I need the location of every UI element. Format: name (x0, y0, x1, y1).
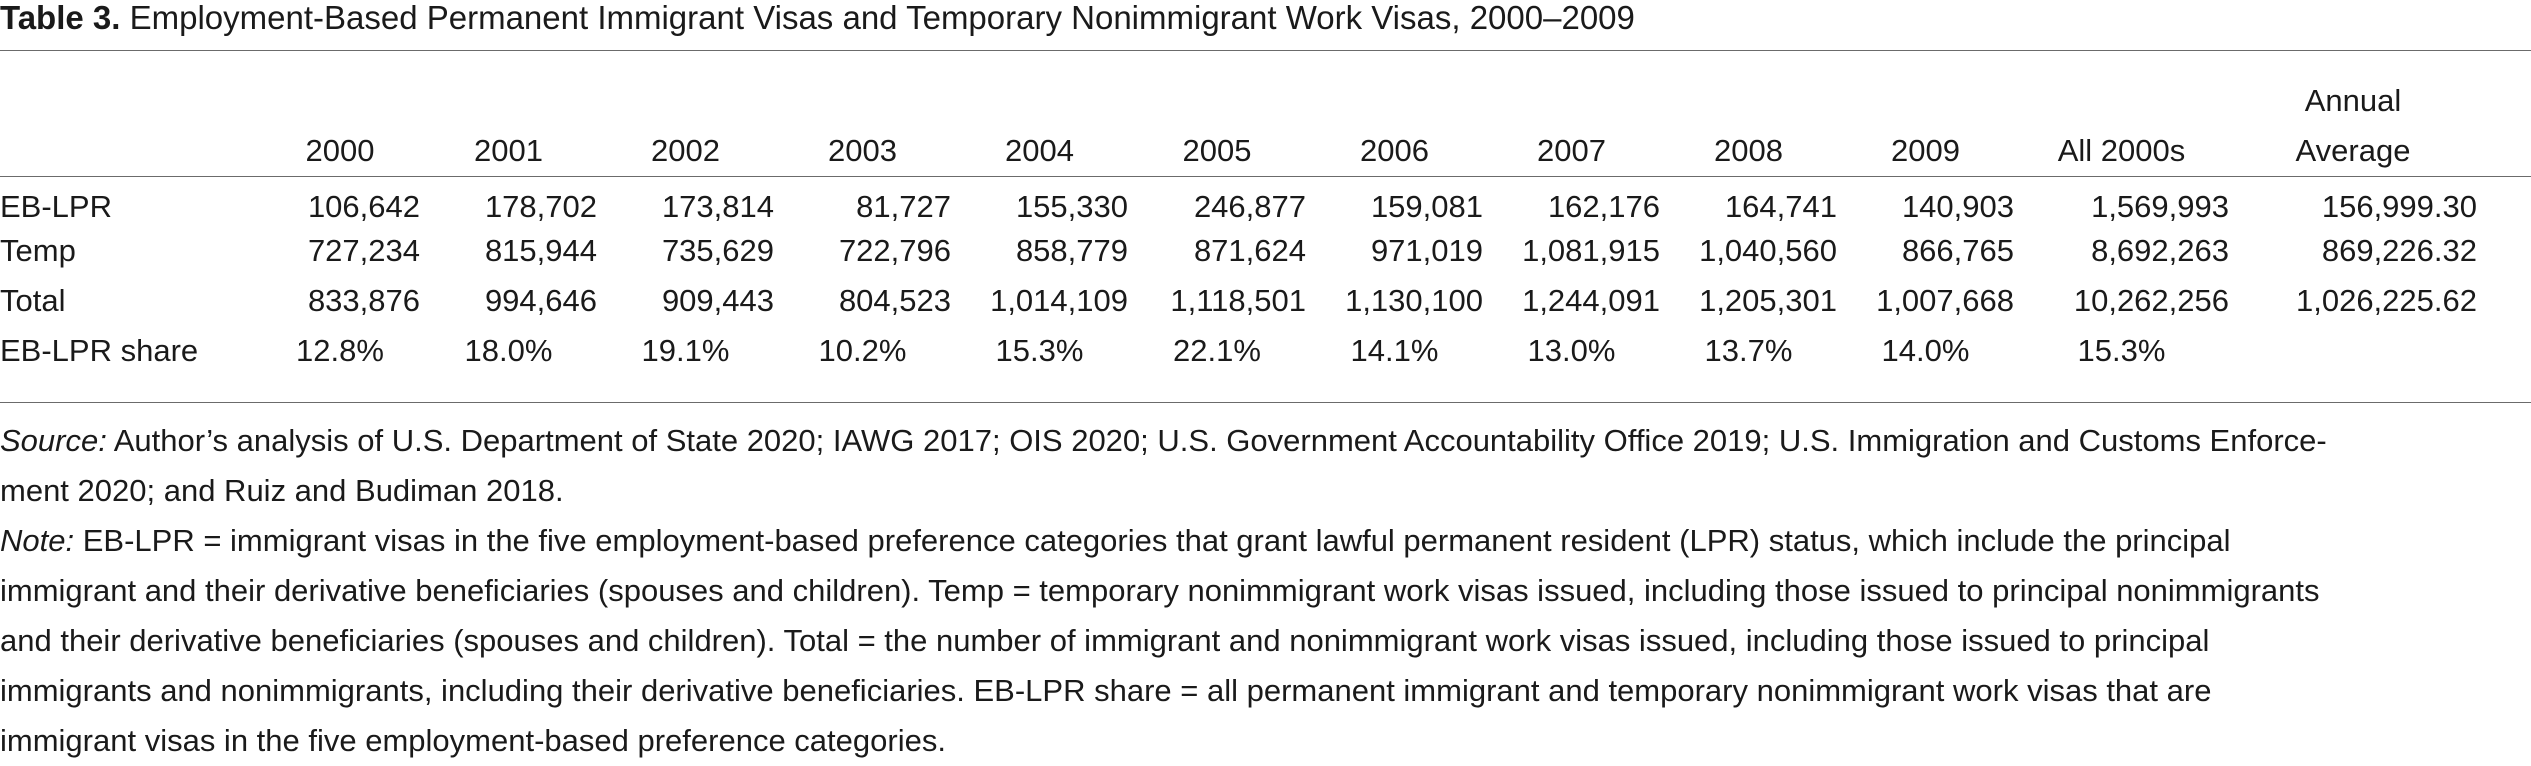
data-cell (2229, 326, 2477, 376)
data-cell: 1,026,225.62 (2295, 283, 2477, 318)
data-cell: 10.2% (818, 333, 907, 368)
header-cell: 2003 (828, 133, 897, 168)
data-cell: 735,629 (661, 233, 774, 268)
data-cell: 15.3% (2077, 333, 2166, 368)
data-cell: 727,234 (307, 233, 420, 268)
data-cell: 162,176 (1547, 189, 1660, 224)
table-number: Table 3. (0, 0, 121, 36)
row-label: EB-LPR (0, 189, 112, 224)
data-cell: 22.1% (1173, 333, 1261, 368)
data-cell: 1,014,109 (990, 283, 1128, 318)
data-cell: 994,646 (484, 283, 597, 318)
data-cell: 1,244,091 (1522, 283, 1660, 318)
data-cell: 81,727 (856, 189, 951, 224)
data-cell: 106,642 (307, 189, 420, 224)
data-cell: 815,944 (484, 233, 597, 268)
table-row: EB-LPR 106,642 178,702 173,814 81,727 15… (0, 176, 2477, 226)
data-cell: 971,019 (1370, 233, 1483, 268)
data-cell: 1,205,301 (1699, 283, 1837, 318)
data-cell: 14.0% (1881, 333, 1970, 368)
note-label: Note: (0, 523, 75, 558)
data-cell: 164,741 (1724, 189, 1837, 224)
data-cell: 1,040,560 (1699, 233, 1837, 268)
note-line-2: immigrant and their derivative beneficia… (0, 573, 2320, 608)
data-cell: 178,702 (484, 189, 597, 224)
note-line-4: immigrants and nonimmigrants, including … (0, 673, 2212, 708)
header-cell: All 2000s (2057, 133, 2186, 168)
data-cell: 804,523 (838, 283, 951, 318)
source-line: Source: Author’s analysis of U.S. Depart… (0, 416, 2531, 466)
table-row: EB-LPR share 12.8% 18.0% 19.1% 10.2% 15.… (0, 326, 2477, 376)
note-line-5: immigrant visas in the five employment-b… (0, 723, 946, 758)
data-cell: 869,226.32 (2321, 233, 2477, 268)
data-cell: 12.8% (296, 333, 384, 368)
table-row: Temp 727,234 815,944 735,629 722,796 858… (0, 226, 2477, 276)
header-cell: 2002 (651, 133, 720, 168)
header-cell: 2009 (1891, 133, 1960, 168)
header-cell: 2005 (1182, 133, 1252, 168)
data-cell: 1,081,915 (1522, 233, 1660, 268)
data-cell: 156,999.30 (2321, 189, 2477, 224)
data-cell: 1,118,501 (1170, 283, 1306, 318)
header-row: 2000 2001 2002 2003 2004 2005 2006 2007 … (0, 56, 2477, 176)
data-cell: 1,007,668 (1876, 283, 2014, 318)
data-cell: 13.7% (1704, 333, 1793, 368)
header-blank (0, 56, 260, 176)
header-cell: 2001 (474, 133, 543, 168)
table-title: Table 3. Employment-Based Permanent Immi… (0, 0, 1635, 36)
top-rule (0, 50, 2531, 51)
note-line: Note: EB-LPR = immigrant visas in the fi… (0, 516, 2531, 566)
note-line-3: and their derivative beneficiaries (spou… (0, 623, 2210, 658)
data-cell: 866,765 (1901, 233, 2014, 268)
source-line-2: ment 2020; and Ruiz and Budiman 2018. (0, 473, 564, 508)
header-cell: 2006 (1360, 133, 1429, 168)
source-text: Author’s analysis of U.S. Department of … (106, 423, 2327, 458)
data-cell: 140,903 (1901, 189, 2014, 224)
data-cell: 8,692,263 (2091, 233, 2229, 268)
data-cell: 159,081 (1370, 189, 1483, 224)
table-notes: Source: Author’s analysis of U.S. Depart… (0, 416, 2531, 766)
header-cell: 2008 (1714, 133, 1783, 168)
header-cell: 2007 (1537, 133, 1606, 168)
header-cell: 2000 (305, 133, 375, 168)
data-cell: 10,262,256 (2073, 283, 2229, 318)
data-cell: 13.0% (1527, 333, 1616, 368)
row-label: EB-LPR share (0, 333, 199, 368)
data-cell: 14.1% (1350, 333, 1439, 368)
source-label: Source: (0, 423, 107, 458)
row-label: Total (0, 283, 66, 318)
data-cell: 18.0% (464, 333, 553, 368)
header-annual: Annual (2304, 83, 2402, 118)
data-cell: 15.3% (995, 333, 1084, 368)
data-cell: 722,796 (838, 233, 951, 268)
row-label: Temp (0, 233, 76, 268)
header-rule (0, 176, 2531, 177)
data-cell: 909,443 (661, 283, 774, 318)
header-cell: 2004 (1005, 133, 1074, 168)
data-cell: 858,779 (1015, 233, 1128, 268)
data-cell: 871,624 (1193, 233, 1306, 268)
header-cell-annual-average: Annual Average (2229, 56, 2477, 176)
data-cell: 1,569,993 (2091, 189, 2229, 224)
header-average: Average (2295, 133, 2411, 168)
table-row: Total 833,876 994,646 909,443 804,523 1,… (0, 276, 2477, 326)
visa-table: 2000 2001 2002 2003 2004 2005 2006 2007 … (0, 56, 2477, 376)
bottom-rule (0, 402, 2531, 403)
data-cell: 19.1% (641, 333, 730, 368)
data-cell: 173,814 (661, 189, 774, 224)
data-cell: 155,330 (1015, 189, 1128, 224)
note-text: EB-LPR = immigrant visas in the five emp… (74, 523, 2231, 558)
data-cell: 833,876 (307, 283, 420, 318)
data-cell: 246,877 (1193, 189, 1306, 224)
table-title-text: Employment-Based Permanent Immigrant Vis… (129, 0, 1635, 36)
data-cell: 1,130,100 (1345, 283, 1483, 318)
